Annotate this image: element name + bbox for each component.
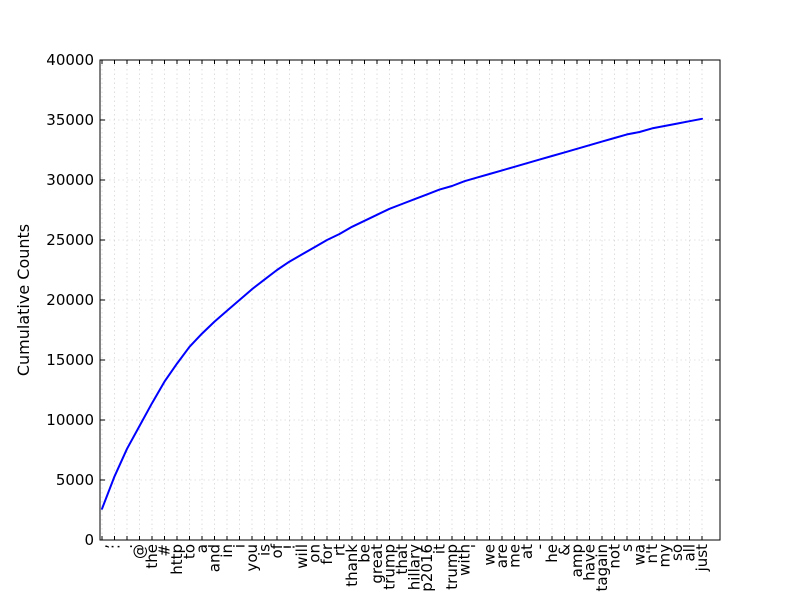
x-tick-label: a — [193, 544, 211, 553]
y-tick-label: 35000 — [46, 111, 94, 129]
y-tick-label: 15000 — [46, 351, 94, 369]
x-tick-label: on — [306, 544, 324, 563]
x-tick-label: trump — [381, 544, 399, 590]
x-tick-label: http — [168, 544, 186, 575]
y-tick-label: 0 — [84, 531, 94, 549]
x-tick-label: it — [431, 544, 449, 554]
y-tick-label: 20000 — [46, 291, 94, 309]
x-tick-label: will — [293, 544, 311, 569]
y-axis-label: Cumulative Counts — [14, 224, 33, 376]
x-tick-label: rt — [331, 544, 349, 556]
x-tick-label: of — [268, 543, 286, 558]
x-tick-label: have — [581, 544, 599, 581]
x-tick-label: all — [681, 544, 699, 562]
x-tick-label: i — [231, 544, 249, 548]
x-tick-label: be — [356, 544, 374, 563]
plot-area — [100, 60, 720, 540]
x-tick-label: you — [243, 544, 261, 572]
x-tick-label: not — [606, 544, 624, 569]
x-tick-label: so — [668, 544, 686, 561]
x-tick-label: amp — [568, 544, 586, 577]
x-tick-label: is — [256, 544, 274, 556]
x-tick-label: - — [531, 544, 549, 549]
y-axis: 0 5000 10000 15000 20000 25000 30000 35000 40000 — [46, 51, 720, 549]
x-tick-label: . — [118, 544, 136, 549]
x-tick-label: trump — [443, 544, 461, 590]
series-line — [101, 117, 703, 510]
y-tick-label: 5000 — [56, 471, 94, 489]
y-tick-label: 25000 — [46, 231, 94, 249]
x-tick-label: s — [618, 544, 636, 552]
x-tick-label: & — [556, 544, 574, 556]
x-tick-label: to — [181, 544, 199, 559]
x-tick-label: the — [143, 544, 161, 569]
x-tick-label: great — [368, 544, 386, 584]
x-tick-label: my — [656, 544, 674, 568]
x-tick-label: tagain — [593, 544, 611, 591]
x-tick-label: thank — [343, 544, 361, 587]
y-tick-label: 30000 — [46, 171, 94, 189]
grid-lines — [100, 60, 720, 540]
x-tick-label: with — [456, 544, 474, 576]
x-tick-label: he — [543, 544, 561, 563]
x-tick-label: # — [156, 544, 174, 557]
x-tick-label: @ — [131, 544, 149, 559]
x-tick-label: are — [493, 544, 511, 568]
x-tick-label: in — [218, 544, 236, 558]
x-tick-label: just — [693, 544, 711, 572]
y-tick-label: 40000 — [46, 51, 94, 69]
x-tick-label: wa — [631, 544, 649, 565]
x-tick-label: ' — [468, 544, 486, 548]
y-tick-label: 10000 — [46, 411, 94, 429]
x-tick-label: we — [481, 544, 499, 566]
x-tick-label: at — [518, 544, 536, 559]
x-axis: ,:.@the#httptoaandiniyouisof!willonforrt… — [93, 60, 711, 592]
x-tick-label: me — [506, 544, 524, 568]
x-tick-label: n't — [643, 544, 661, 564]
x-tick-label: , — [93, 544, 111, 549]
series-line-layer — [101, 117, 703, 510]
x-tick-label: ! — [281, 544, 299, 550]
x-tick-label: that — [393, 544, 411, 575]
x-tick-label: hillary — [406, 544, 424, 590]
x-tick-label: : — [106, 544, 124, 549]
x-tick-label: and — [206, 544, 224, 572]
x-tick-label: for — [318, 543, 336, 564]
x-tick-label: p2016 — [418, 544, 436, 592]
